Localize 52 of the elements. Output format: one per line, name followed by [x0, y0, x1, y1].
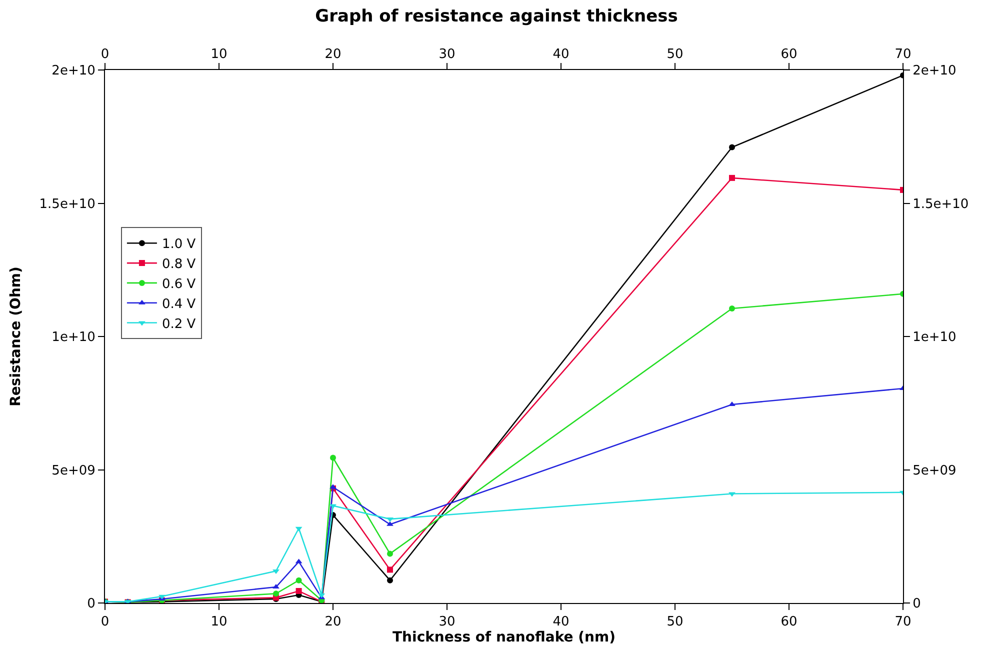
- x-axis-title: Thickness of nanoflake (nm): [392, 630, 616, 646]
- x-tick-label: 10: [210, 46, 228, 62]
- legend-label: 1.0 V: [162, 237, 196, 252]
- x2-tick-label: 70: [894, 614, 912, 630]
- y2-tick-label: 0: [912, 596, 921, 612]
- chart-title: Graph of resistance against thickness: [315, 6, 678, 27]
- y-tick-label: 5e+09: [52, 463, 96, 478]
- point: [386, 518, 394, 522]
- x-tick-label: 50: [666, 46, 684, 62]
- x2-tick-label: 20: [324, 614, 342, 630]
- point: [296, 588, 302, 594]
- x2-tick-label: 50: [666, 614, 684, 630]
- x-tick-label: 40: [552, 46, 570, 62]
- x-tick-label: 0: [100, 46, 110, 62]
- legend-label: 0.2 V: [162, 316, 196, 332]
- point: [728, 492, 736, 497]
- point: [273, 590, 279, 597]
- point: [272, 570, 280, 574]
- x-tick-label: 20: [324, 46, 342, 62]
- y2-tick-label: 2e+10: [912, 64, 956, 79]
- point: [387, 566, 393, 573]
- x-tick-label: 70: [894, 46, 912, 62]
- y2-tick-label: 1e+10: [912, 330, 956, 346]
- point: [296, 577, 302, 584]
- legend-label: 0.4 V: [162, 296, 196, 312]
- point: [729, 306, 735, 312]
- point: [729, 174, 735, 181]
- x-tick-label: 60: [780, 46, 798, 62]
- point: [330, 504, 336, 509]
- legend-label: 0.6 V: [162, 277, 196, 292]
- y-tick-label: 1.5e+10: [39, 196, 96, 212]
- y-tick-label: 0: [87, 596, 96, 612]
- point: [386, 521, 394, 526]
- y2-tick-label: 1.5e+10: [912, 196, 969, 212]
- point: [387, 550, 393, 557]
- y-axis-title: Resistance (Ohm): [8, 266, 24, 406]
- y-tick-label: 1e+10: [52, 330, 96, 346]
- x2-tick-label: 60: [780, 614, 798, 630]
- point: [330, 484, 336, 489]
- point: [272, 584, 280, 589]
- x2-tick-label: 0: [100, 614, 110, 630]
- y2-tick-label: 5e+09: [912, 463, 956, 478]
- x2-tick-label: 40: [552, 614, 570, 630]
- point: [330, 454, 336, 461]
- legend-label: 0.8 V: [162, 257, 196, 272]
- x2-tick-label: 10: [210, 614, 228, 630]
- point: [729, 144, 735, 150]
- x2-tick-label: 30: [438, 614, 456, 630]
- x-tick-label: 30: [438, 46, 456, 62]
- y-tick-label: 2e+10: [52, 64, 96, 79]
- point: [728, 401, 736, 406]
- point: [387, 577, 393, 584]
